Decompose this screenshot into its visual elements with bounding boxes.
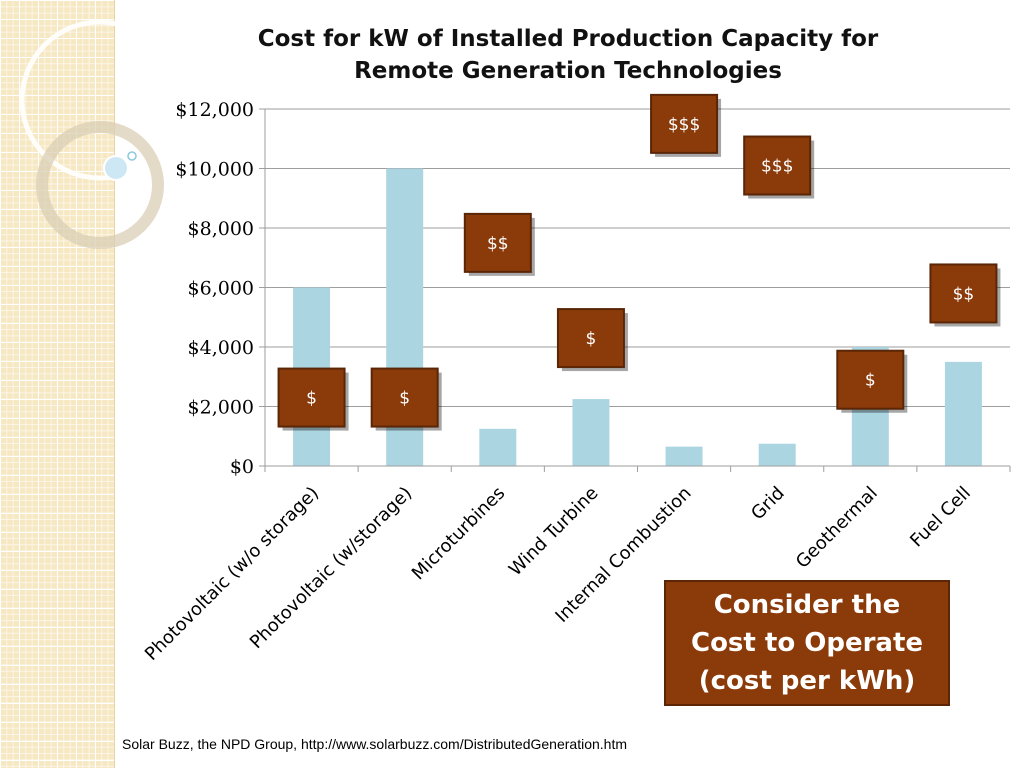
y-tick-labels: $0 $2,000 $4,000 $6,000 $8,000 $10,000 $12,000 <box>175 99 254 478</box>
cost-label-text: $ <box>306 389 317 409</box>
x-tick-label: Photovoltaic (w/o storage) <box>141 483 323 665</box>
cost-label-text: $ <box>865 371 876 391</box>
cost-label-rect <box>370 367 439 428</box>
y-tick-label: $12,000 <box>175 99 254 121</box>
cost-label-rect <box>463 212 532 273</box>
deco-ring-small <box>36 121 164 249</box>
cost-label-text: $$$ <box>761 157 793 177</box>
cost-label-box: $$$ <box>743 135 815 199</box>
cost-label-rect <box>556 308 625 369</box>
y-tick-label: $4,000 <box>188 337 254 359</box>
x-tick-label: Fuel Cell <box>906 483 975 552</box>
x-tick-label: Geothermal <box>792 483 882 573</box>
x-tick-label: Photovoltaic (w/storage) <box>246 483 416 653</box>
cost-label-text: $$$ <box>668 115 700 135</box>
y-tick-label: $10,000 <box>175 159 254 181</box>
cost-label-box: $$ <box>463 212 535 276</box>
x-tick-label: Wind Turbine <box>505 483 603 581</box>
decorative-rings <box>19 19 181 249</box>
consider-cost-callout: Consider the Cost to Operate (cost per k… <box>664 580 950 706</box>
bar <box>479 428 517 466</box>
cost-label-box: $ <box>370 367 442 431</box>
cost-label-box: $ <box>556 308 628 372</box>
x-tick-label: Grid <box>747 483 789 525</box>
source-citation: Solar Buzz, the NPD Group, http://www.so… <box>122 736 627 752</box>
cost-label-box: $$ <box>929 263 1001 327</box>
axes <box>259 108 1011 472</box>
callout-text: Consider the Cost to Operate (cost per k… <box>690 590 924 696</box>
y-tick-label: $0 <box>230 456 254 478</box>
cost-label-text: $$ <box>487 234 509 254</box>
cost-label-box: $ <box>836 349 908 413</box>
cost-label-text: $$ <box>953 284 975 304</box>
y-tick-label: $6,000 <box>188 278 254 300</box>
y-tick-label: $8,000 <box>188 218 254 240</box>
chart-title-line-1: Cost for kW of Installed Production Capa… <box>258 26 879 52</box>
chart-title-line-2: Remote Generation Technologies <box>354 58 782 84</box>
cost-label-text: $ <box>399 389 410 409</box>
cost-label-rect <box>650 93 719 154</box>
cost-label-rect <box>277 367 346 428</box>
cost-label-text: $ <box>586 329 597 349</box>
x-tick-label: Microturbines <box>408 483 510 585</box>
y-tick-label: $2,000 <box>188 397 254 419</box>
bar <box>758 443 796 466</box>
cost-label-rect <box>929 263 998 324</box>
deco-bubble-small <box>127 151 137 161</box>
cost-label-box: $$$ <box>650 93 722 157</box>
cost-label-rect <box>836 349 905 410</box>
operating-cost-labels: $ $$$$$$$$$$$$$ <box>277 93 1001 431</box>
bar <box>944 361 982 466</box>
deco-ring-large <box>19 19 181 181</box>
cost-label-box: $ <box>277 367 349 431</box>
bar <box>665 446 703 466</box>
deco-bubble-large <box>103 155 129 181</box>
cost-label-rect <box>743 135 812 196</box>
bar <box>572 399 610 466</box>
